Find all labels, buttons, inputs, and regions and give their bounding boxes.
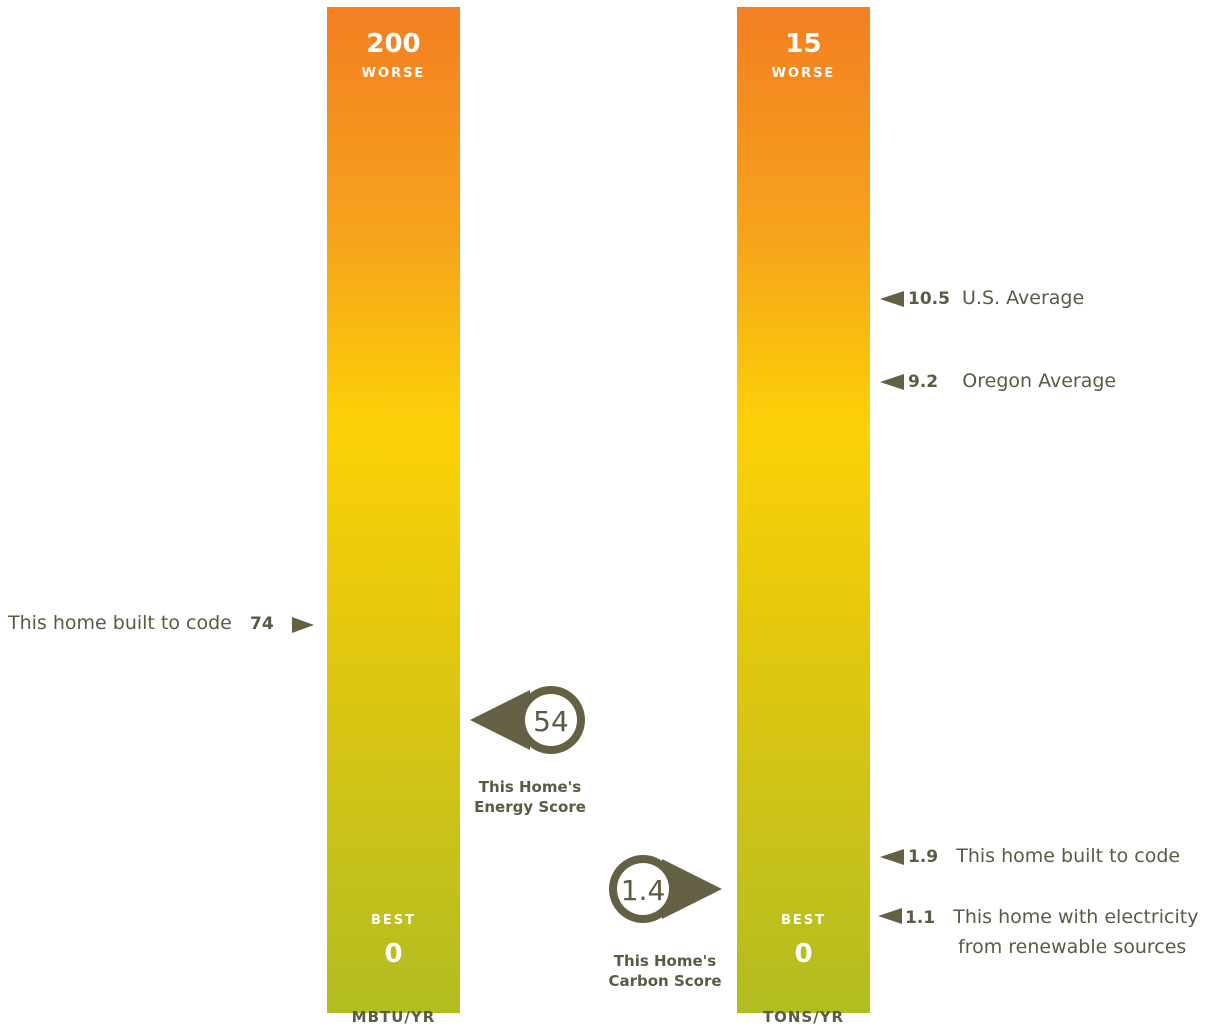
carbon-caption-line1: This Home's bbox=[613, 952, 717, 970]
us-average-value: 10.5 bbox=[908, 289, 950, 309]
renewable-label-line1: This home with electricity bbox=[953, 906, 1199, 928]
energy-code-reference: This home built to code 74 bbox=[8, 612, 274, 634]
energy-min-value: 0 bbox=[384, 939, 403, 969]
carbon-caption-line2: Carbon Score bbox=[608, 972, 722, 990]
carbon-code-value: 1.9 bbox=[908, 847, 939, 867]
energy-code-value: 74 bbox=[249, 614, 274, 634]
energy-scale-bar: 200 WORSE BEST 0 bbox=[327, 7, 460, 1013]
carbon-code-label: This home built to code bbox=[956, 845, 1181, 867]
right-arrow-icon bbox=[292, 617, 314, 633]
oregon-average-label: Oregon Average bbox=[962, 370, 1117, 392]
carbon-min-value: 0 bbox=[794, 939, 813, 969]
carbon-score-value: 1.4 bbox=[621, 874, 666, 907]
oregon-average-value: 9.2 bbox=[908, 372, 939, 392]
carbon-worse-label: WORSE bbox=[771, 66, 836, 81]
energy-caption-line2: Energy Score bbox=[474, 798, 586, 816]
carbon-score-marker: 1.4 bbox=[609, 855, 722, 923]
renewable-value: 1.1 bbox=[905, 908, 936, 928]
left-arrow-icon bbox=[880, 849, 904, 865]
energy-score-value: 54 bbox=[533, 705, 569, 738]
energy-unit-label: MBTU/YR bbox=[351, 1008, 436, 1026]
us-average-label: U.S. Average bbox=[962, 287, 1085, 309]
left-arrow-icon bbox=[880, 374, 904, 390]
carbon-max-value: 15 bbox=[785, 29, 822, 59]
carbon-unit-label: TONS/YR bbox=[762, 1008, 845, 1026]
carbon-best-label: BEST bbox=[780, 913, 827, 928]
left-arrow-icon bbox=[878, 908, 902, 924]
energy-code-label: This home built to code bbox=[8, 612, 232, 634]
energy-caption-line1: This Home's bbox=[478, 778, 582, 796]
energy-worse-label: WORSE bbox=[361, 66, 426, 81]
renewable-label-line2: from renewable sources bbox=[958, 936, 1187, 958]
left-arrow-icon bbox=[880, 291, 904, 307]
carbon-scale-bar: 15 WORSE BEST 0 bbox=[737, 7, 870, 1013]
energy-max-value: 200 bbox=[366, 29, 421, 59]
energy-score-marker: 54 bbox=[470, 686, 585, 754]
energy-score-caption: This Home's Energy Score bbox=[465, 777, 595, 817]
energy-best-label: BEST bbox=[370, 913, 417, 928]
carbon-score-caption: This Home's Carbon Score bbox=[600, 951, 730, 991]
